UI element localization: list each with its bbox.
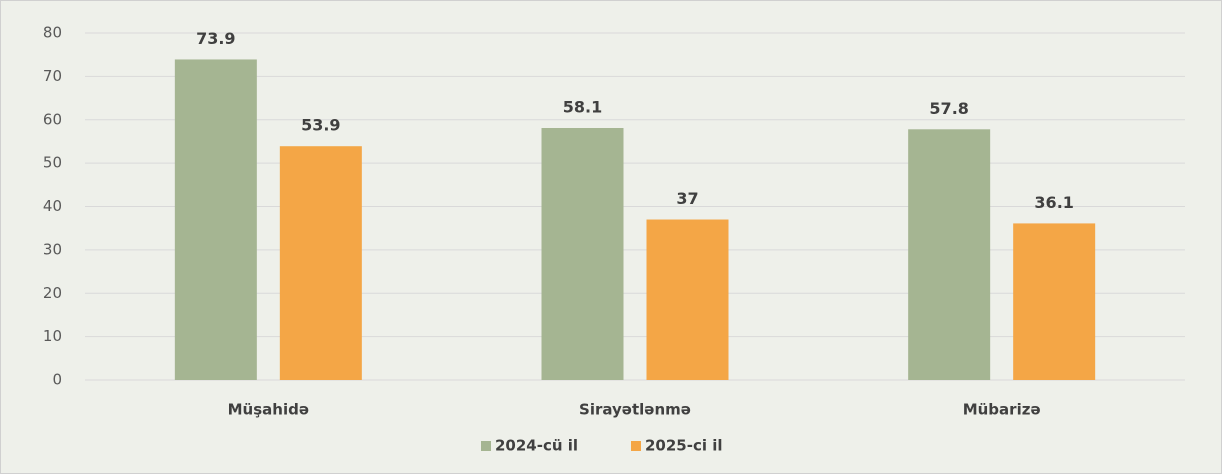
x-tick-label: Müşahidə xyxy=(228,401,309,419)
data-label: 73.9 xyxy=(196,29,235,48)
y-tick-label: 70 xyxy=(43,67,62,85)
legend-label: 2025-ci il xyxy=(645,437,723,455)
y-tick-label: 60 xyxy=(43,110,62,128)
bar xyxy=(1013,223,1096,380)
y-tick-label: 0 xyxy=(52,371,62,389)
data-label: 58.1 xyxy=(563,97,602,116)
y-tick-label: 20 xyxy=(43,284,62,302)
y-tick-label: 10 xyxy=(43,327,62,345)
data-label: 36.1 xyxy=(1034,193,1073,212)
bar xyxy=(541,127,624,381)
y-tick-label: 30 xyxy=(43,240,62,258)
data-label: 57.8 xyxy=(929,99,968,118)
data-label: 53.9 xyxy=(301,116,340,135)
legend-swatch xyxy=(631,441,641,451)
legend-swatch xyxy=(481,441,491,451)
y-tick-label: 40 xyxy=(43,197,62,215)
bar xyxy=(174,59,257,381)
bar xyxy=(646,219,729,380)
legend-label: 2024-cü il xyxy=(495,437,578,455)
y-tick-label: 50 xyxy=(43,154,62,172)
x-tick-label: Mübarizə xyxy=(963,401,1041,419)
data-label: 37 xyxy=(676,189,698,208)
x-tick-label: Sirayətlənmə xyxy=(579,401,691,419)
bar xyxy=(908,129,991,380)
y-tick-label: 80 xyxy=(43,24,62,42)
bar xyxy=(279,146,362,380)
